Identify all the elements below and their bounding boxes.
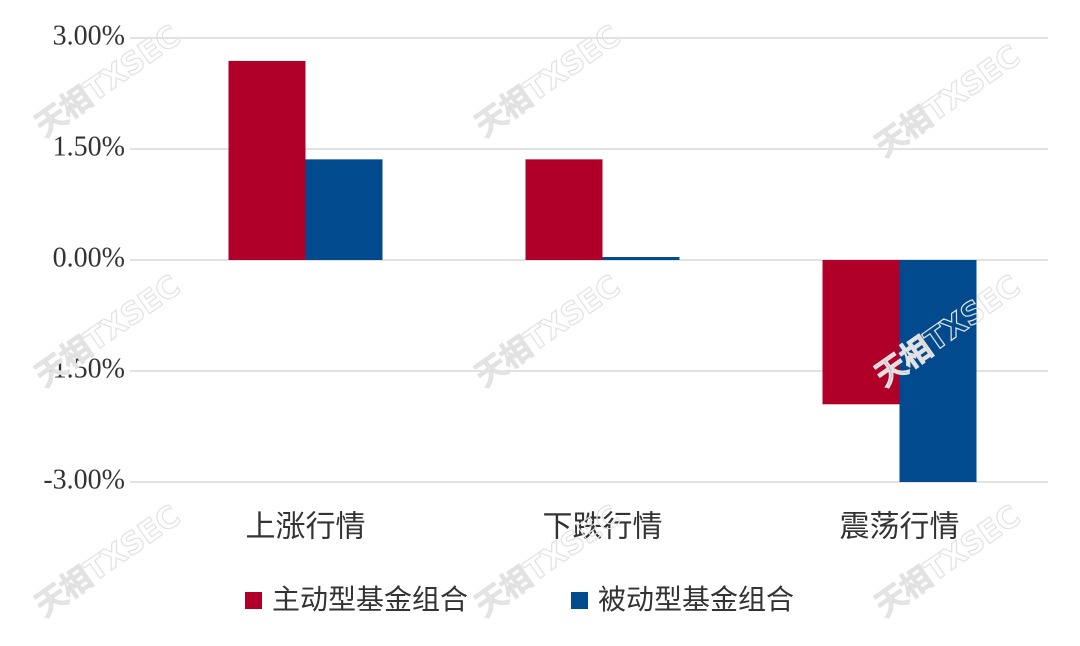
y-tick-label: -1.50%	[43, 353, 125, 384]
x-tick-label: 上涨行情	[246, 510, 366, 545]
bar	[228, 60, 306, 260]
bar	[525, 159, 603, 260]
bar	[822, 260, 900, 405]
x-tick-label: 下跌行情	[543, 510, 663, 545]
y-tick-label: 1.50%	[53, 131, 125, 162]
x-tick-label: 震荡行情	[840, 510, 960, 545]
bar	[305, 159, 383, 260]
legend-swatch	[571, 592, 588, 609]
legend-swatch	[245, 592, 262, 609]
bar	[602, 257, 680, 260]
watermark: 天相TXSEC	[29, 499, 186, 624]
legend-label: 主动型基金组合	[272, 583, 468, 616]
y-tick-label: -3.00%	[43, 464, 125, 495]
y-tick-label: 0.00%	[53, 242, 125, 273]
y-tick-label: 3.00%	[53, 20, 125, 51]
watermark: 天相TXSEC	[869, 39, 1026, 164]
bar	[899, 260, 977, 482]
watermark: 天相TXSEC	[469, 269, 626, 394]
legend-label: 被动型基金组合	[598, 583, 794, 616]
